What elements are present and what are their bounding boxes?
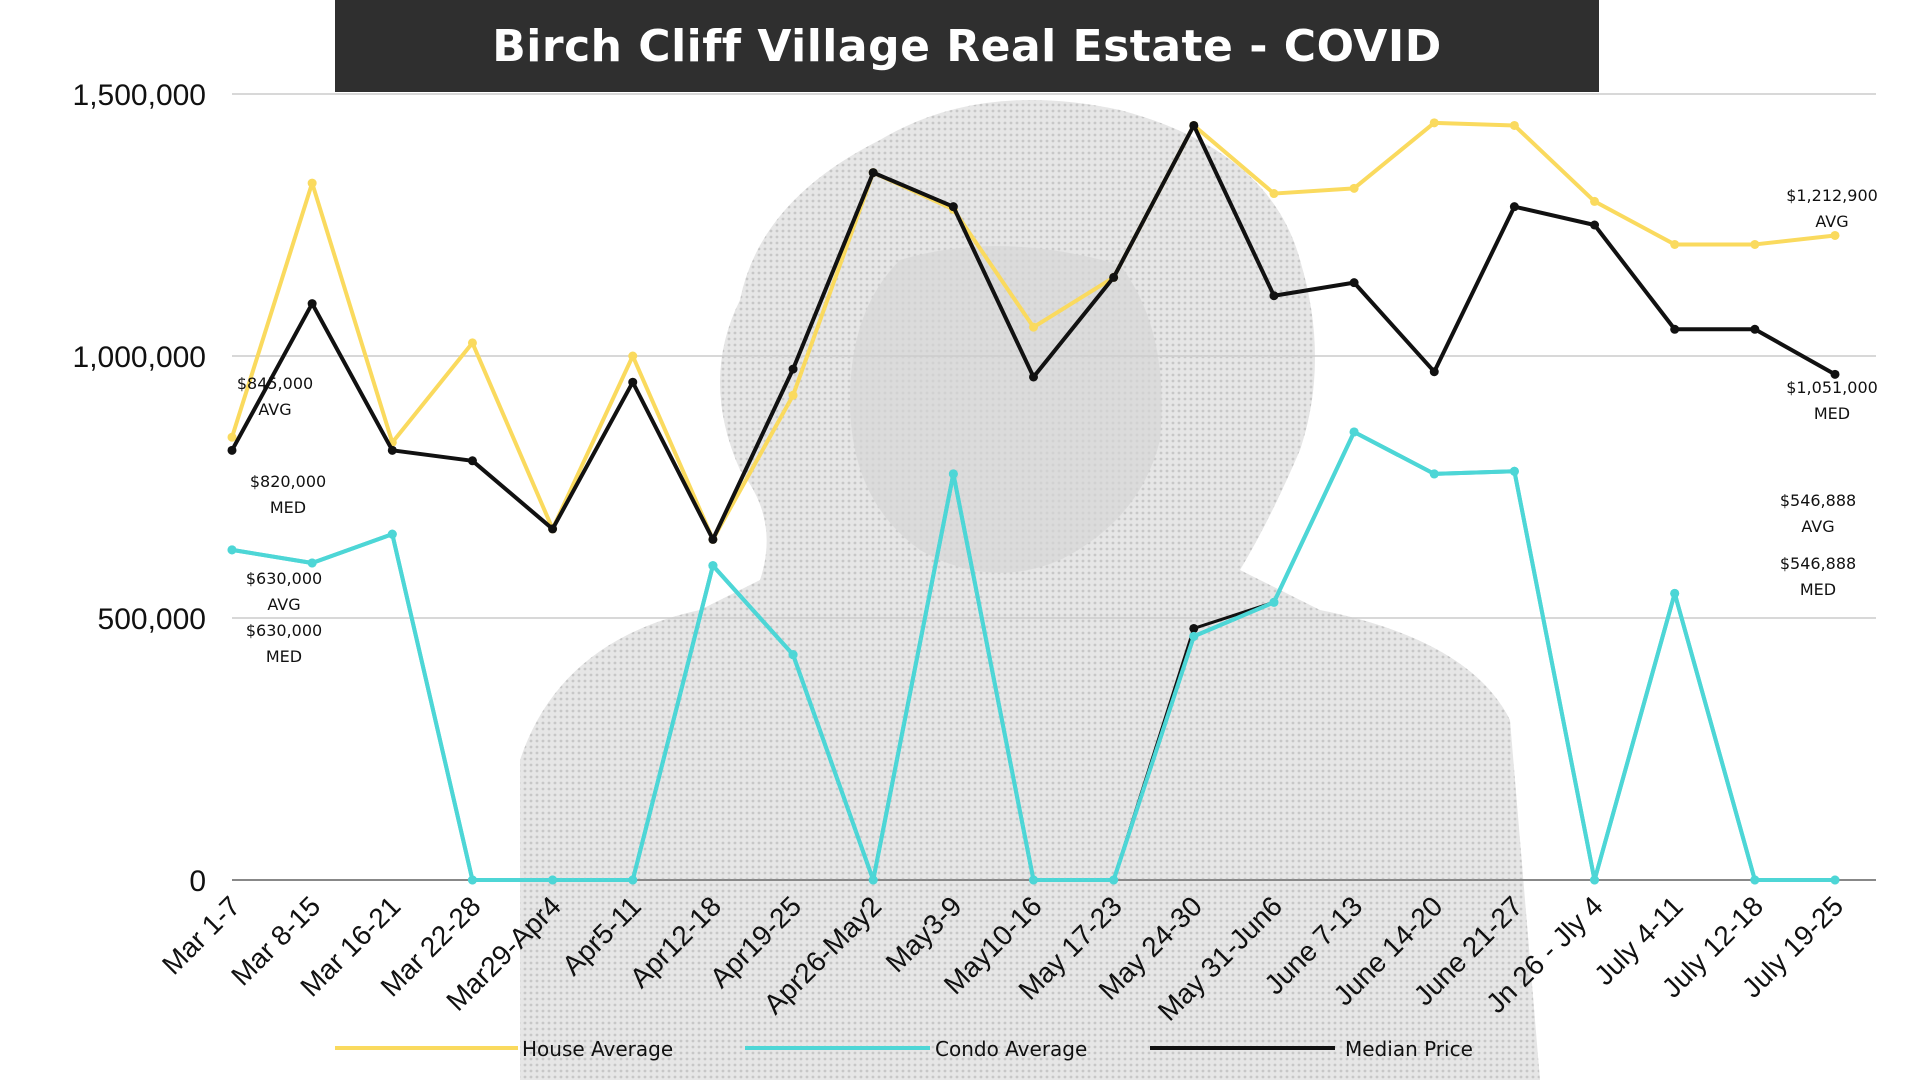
- data-point: [1670, 239, 1680, 249]
- data-point: [1670, 588, 1680, 598]
- background-photo: [520, 100, 1540, 1080]
- y-tick-label: 1,500,000: [73, 79, 206, 112]
- data-point: [1029, 372, 1038, 382]
- data-point: [1429, 367, 1439, 377]
- data-point: [1029, 875, 1038, 885]
- annotation-value: $845,000: [237, 374, 313, 393]
- data-point: [708, 561, 718, 571]
- data-point: [307, 558, 317, 568]
- data-point: [788, 390, 798, 400]
- annotation-label: MED: [270, 498, 306, 517]
- y-tick-labels: 0 500,000 1,000,000 1,500,000: [73, 79, 206, 898]
- legend: House Average Condo Average Median Price: [335, 1037, 1473, 1061]
- chart-title: Birch Cliff Village Real Estate - COVID: [335, 0, 1599, 92]
- data-point: [1830, 230, 1840, 240]
- data-point: [1269, 291, 1279, 301]
- data-point: [227, 545, 237, 555]
- data-point: [868, 168, 878, 178]
- data-point: [1349, 183, 1359, 193]
- annotation-value: $1,212,900: [1786, 186, 1878, 205]
- annotation-label: MED: [1814, 404, 1850, 423]
- legend-label: House Average: [522, 1037, 673, 1061]
- y-tick-label: 500,000: [98, 603, 206, 636]
- annotation-label: MED: [1800, 580, 1836, 599]
- data-point: [1590, 220, 1600, 230]
- data-point: [948, 469, 958, 479]
- data-point: [1750, 324, 1760, 334]
- data-point: [548, 524, 558, 534]
- data-point: [1590, 875, 1600, 885]
- data-point: [1509, 466, 1519, 476]
- y-tick-label: 0: [189, 865, 206, 898]
- data-point: [628, 351, 638, 361]
- data-point: [1509, 120, 1519, 130]
- data-point: [1269, 189, 1279, 199]
- y-tick-label: 1,000,000: [73, 341, 206, 374]
- data-point: [467, 456, 477, 466]
- data-point: [868, 875, 878, 885]
- data-point: [1189, 623, 1199, 633]
- data-point: [467, 875, 477, 885]
- data-point: [1349, 278, 1359, 288]
- annotation-value: $630,000: [246, 621, 322, 640]
- data-point: [788, 650, 798, 660]
- annotation-value: $1,051,000: [1786, 378, 1878, 397]
- data-point: [708, 534, 718, 544]
- annotation-value: $546,888: [1780, 491, 1856, 510]
- annotation-value: $546,888: [1780, 554, 1856, 573]
- data-point: [227, 445, 237, 455]
- annotation-label: AVG: [1801, 517, 1834, 536]
- data-point: [628, 875, 638, 885]
- data-point: [1509, 202, 1519, 212]
- photo-silhouette: [520, 100, 1540, 1080]
- annotation-value: $820,000: [250, 472, 326, 491]
- data-point: [1590, 196, 1600, 206]
- legend-label: Median Price: [1345, 1037, 1473, 1061]
- data-point: [1750, 239, 1760, 249]
- data-point: [307, 299, 317, 309]
- data-annotations: $845,000 AVG $820,000 MED $630,000 AVG $630,00…: [237, 186, 1878, 666]
- data-point: [1189, 120, 1199, 130]
- annotation-label: MED: [266, 647, 302, 666]
- data-point: [1269, 597, 1279, 607]
- data-point: [1670, 324, 1680, 334]
- data-point: [948, 202, 958, 212]
- data-point: [628, 377, 638, 387]
- data-point: [1830, 369, 1840, 379]
- data-point: [548, 875, 558, 885]
- data-point: [1429, 469, 1439, 479]
- data-point: [387, 445, 397, 455]
- data-point: [788, 364, 798, 374]
- data-point: [387, 529, 397, 539]
- data-point: [1189, 631, 1199, 641]
- data-point: [1429, 118, 1439, 128]
- data-point: [1109, 875, 1119, 885]
- data-point: [307, 178, 317, 188]
- annotation-label: AVG: [267, 595, 300, 614]
- data-point: [1830, 875, 1840, 885]
- legend-label: Condo Average: [935, 1037, 1087, 1061]
- photo-face-shadow: [850, 246, 1162, 573]
- data-point: [1349, 427, 1359, 437]
- data-point: [1029, 322, 1038, 332]
- series-lines: [227, 118, 1840, 885]
- data-point: [227, 432, 237, 442]
- data-point: [467, 338, 477, 348]
- annotation-value: $630,000: [246, 569, 322, 588]
- data-point: [1750, 875, 1760, 885]
- data-point: [1109, 272, 1119, 282]
- annotation-label: AVG: [1815, 212, 1848, 231]
- annotation-label: AVG: [258, 400, 291, 419]
